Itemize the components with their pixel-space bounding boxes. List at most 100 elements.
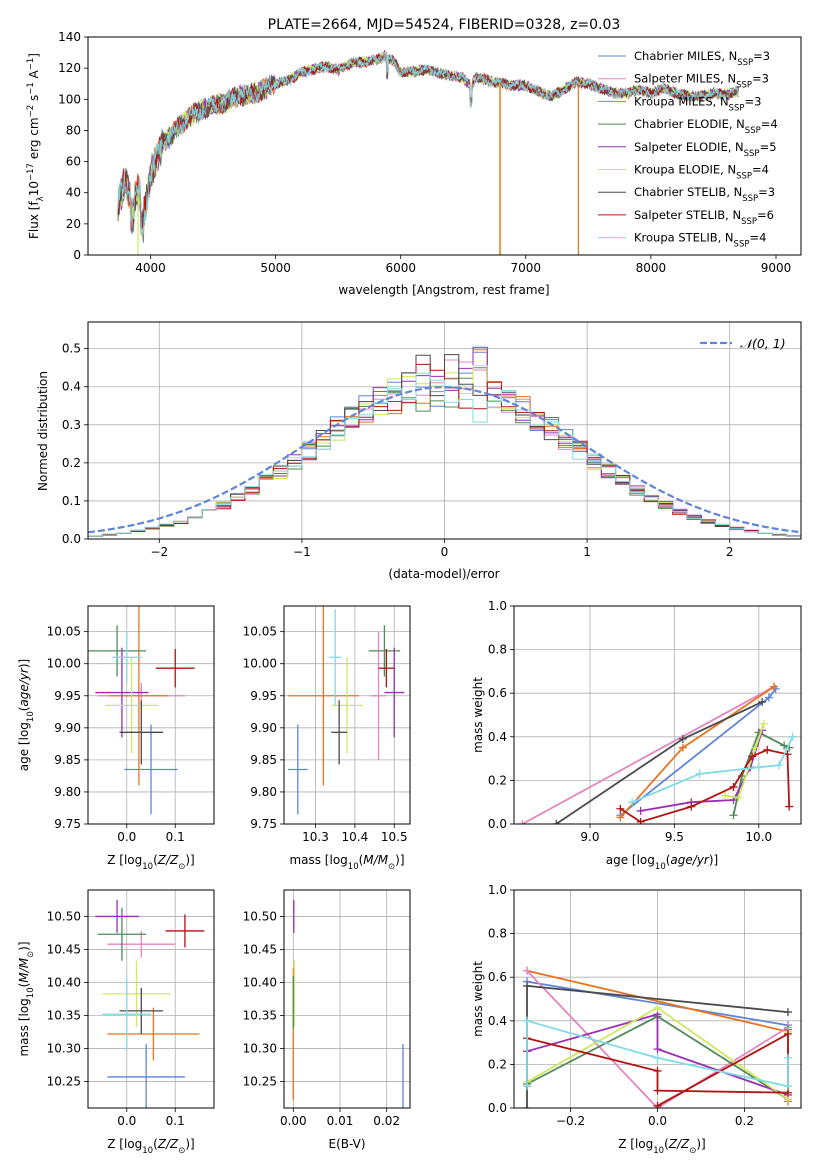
weight-point-marker <box>523 1104 532 1108</box>
x-tick-label: 0 <box>441 545 449 559</box>
weight-point-marker <box>695 769 704 778</box>
weight-point-marker <box>523 966 532 975</box>
age-vs-mass-panel: 10.3 10.4 10.5 9.75 9.80 9.85 9.90 9.95 10.00 10.… <box>243 606 410 872</box>
x-tick-label: 4000 <box>135 261 166 275</box>
y-tick-label: 10.40 <box>47 975 81 989</box>
weight-series-line <box>526 970 789 1108</box>
weight-point-marker <box>783 1082 792 1091</box>
axes-frame <box>283 605 411 825</box>
weight-point-marker <box>653 1101 662 1108</box>
y-axis-label: Normed distribution <box>36 371 50 491</box>
weight-point-marker <box>523 981 532 990</box>
y-tick-label: 0.5 <box>62 342 81 356</box>
x-tick-label: 8000 <box>636 261 667 275</box>
y-tick-label: 9.80 <box>250 785 277 799</box>
x-tick-label: 2 <box>726 545 734 559</box>
y-tick-label: 0.8 <box>488 643 507 657</box>
y-tick-label: 80 <box>66 123 81 137</box>
x-tick-label: 10.3 <box>302 830 329 844</box>
error-bars <box>88 606 195 815</box>
weight-point-marker <box>523 1016 532 1025</box>
y-tick-label: 10.35 <box>243 1009 277 1023</box>
y-tick-label: 0.6 <box>488 970 507 984</box>
weight-point-marker <box>763 745 772 754</box>
mass-weight-vs-age-panel: 9.0 9.5 10.0 0.0 0.2 0.4 0.6 0.8 1.0 mass weight a… <box>471 599 801 872</box>
x-tick-label: 9.5 <box>665 830 684 844</box>
y-tick-label: 9.95 <box>54 689 81 703</box>
x-axis-label: mass [log10(M/M⊙)] <box>289 853 404 872</box>
weight-point-marker <box>751 743 760 752</box>
y-tick-label: 9.80 <box>54 785 81 799</box>
y-tick-label: 0.0 <box>62 532 81 546</box>
legend-label: Kroupa STELIB, NSSP=4 <box>634 231 766 250</box>
spectrum-panel: PLATE=2664, MJD=54524, FIBERID=0328, z=0… <box>26 17 791 297</box>
x-tick-label: 0.02 <box>373 1114 400 1128</box>
weight-point-marker <box>734 793 743 802</box>
histogram-series <box>88 372 801 539</box>
spectrum-series-line <box>117 53 739 233</box>
y-tick-label: 1.0 <box>488 883 507 897</box>
axes-frame <box>87 605 215 825</box>
legend-label: Kroupa ELODIE, NSSP=4 <box>634 163 769 182</box>
x-tick-label: 9000 <box>761 261 792 275</box>
y-tick-label: 10.05 <box>47 625 81 639</box>
legend-label: Salpeter ELODIE, NSSP=5 <box>634 140 777 159</box>
legend-label: Chabrier STELIB, NSSP=3 <box>634 185 775 204</box>
y-tick-label: 60 <box>66 155 81 169</box>
weight-point-marker <box>653 1086 662 1095</box>
y-tick-label: 10.50 <box>243 909 277 923</box>
axes-frame <box>513 889 802 1109</box>
y-tick-label: 0.2 <box>488 1057 507 1071</box>
y-tick-label: 10.40 <box>243 975 277 989</box>
weight-point-marker <box>628 798 637 807</box>
y-tick-label: 10.30 <box>243 1042 277 1056</box>
y-tick-label: 10.45 <box>47 942 81 956</box>
x-tick-label: 7000 <box>511 261 542 275</box>
weight-point-marker <box>759 719 768 728</box>
y-tick-label: 120 <box>58 61 81 75</box>
x-tick-label: 0.1 <box>166 1114 185 1128</box>
weight-point-marker <box>754 763 763 772</box>
weight-point-marker <box>678 734 687 743</box>
axes-frame <box>283 889 411 1109</box>
y-tick-label: 1.0 <box>488 599 507 613</box>
age-vs-metallicity-panel: 0.0 0.1 9.75 9.80 9.85 9.90 9.95 10.00 10.05 Z [l… <box>17 606 214 872</box>
spectrum-series-line <box>117 53 739 236</box>
legend-label: Chabrier MILES, NSSP=3 <box>634 49 770 68</box>
y-tick-label: 0.3 <box>62 418 81 432</box>
weight-point-marker <box>788 732 797 741</box>
legend-label: 𝒩(0, 1) <box>740 336 786 351</box>
x-tick-label: 0.0 <box>117 830 136 844</box>
y-tick-label: 10.35 <box>47 1009 81 1023</box>
x-tick-label: 0.2 <box>735 1114 754 1128</box>
error-bars <box>95 899 205 1108</box>
y-tick-label: 0.4 <box>488 730 507 744</box>
x-tick-label: 1 <box>583 545 591 559</box>
y-tick-label: 9.75 <box>250 817 277 831</box>
y-tick-label: 9.75 <box>54 817 81 831</box>
axes-frame <box>87 321 802 540</box>
weight-point-marker <box>769 682 778 691</box>
weight-point-marker <box>783 1053 792 1062</box>
y-tick-label: 0.6 <box>488 686 507 700</box>
x-tick-label: 10.0 <box>745 830 772 844</box>
weight-point-marker <box>653 1003 662 1012</box>
y-tick-label: 9.95 <box>250 689 277 703</box>
weight-point-marker <box>721 791 730 800</box>
weight-point-marker <box>653 1045 662 1054</box>
y-tick-label: 10.45 <box>243 942 277 956</box>
weight-point-marker <box>616 804 625 813</box>
y-tick-label: 0.4 <box>488 1014 507 1028</box>
y-tick-label: 0.0 <box>488 1101 507 1115</box>
x-axis-label: Z [log10(Z/Z⊙)] <box>107 1137 195 1156</box>
y-tick-label: 0.1 <box>62 494 81 508</box>
weight-point-marker <box>636 817 645 824</box>
axes-frame <box>87 36 802 256</box>
legend-label: Chabrier ELODIE, NSSP=4 <box>634 117 778 136</box>
x-tick-label: 0.00 <box>280 1114 307 1128</box>
weight-point-marker <box>785 802 794 811</box>
weight-series-line <box>619 688 777 817</box>
weight-point-marker <box>523 1082 532 1091</box>
weight-series-line <box>619 748 791 823</box>
